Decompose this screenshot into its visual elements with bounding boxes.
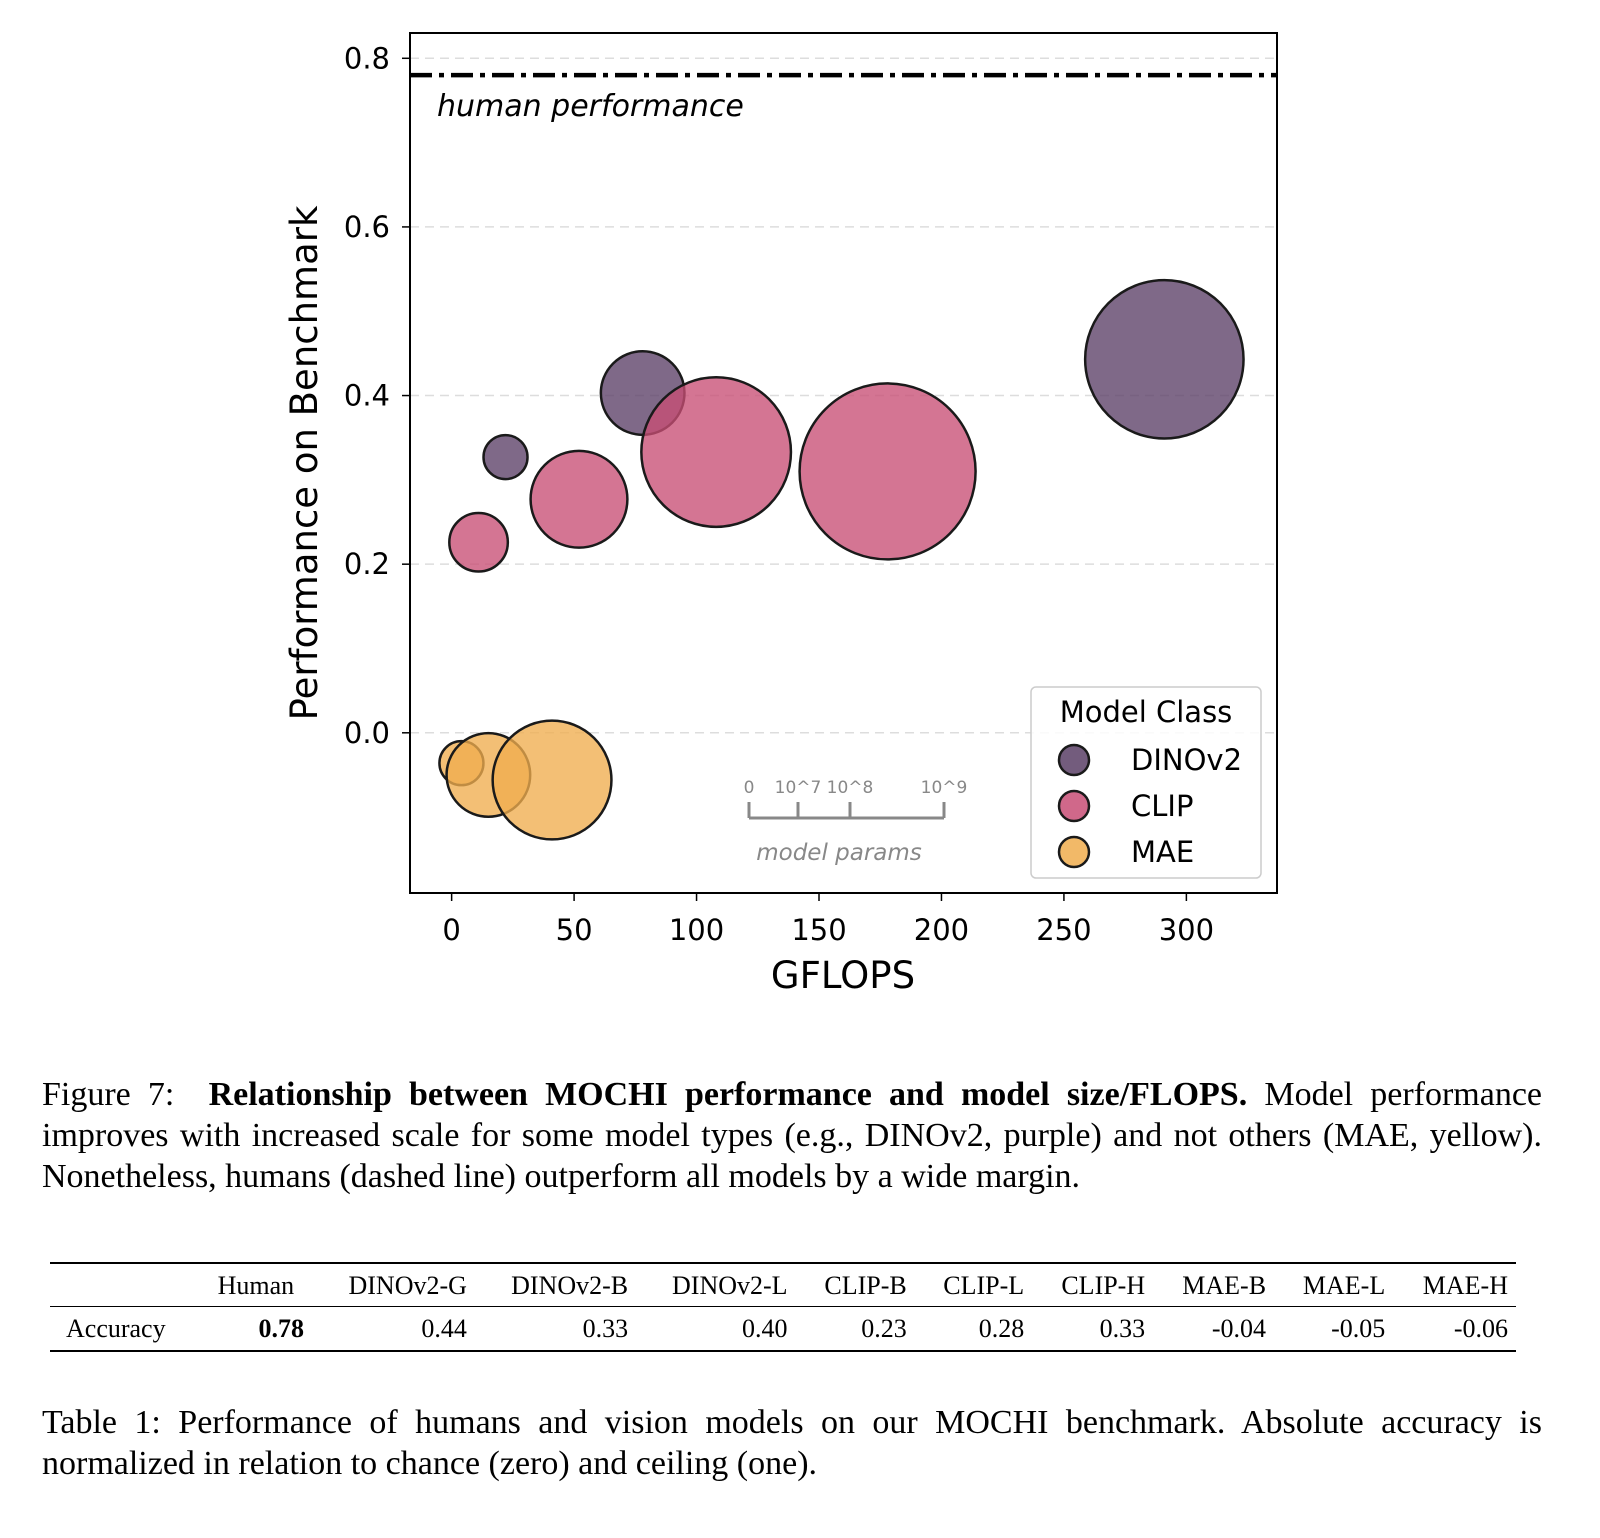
figure-caption-prefix: Figure 7: [42, 1076, 175, 1113]
x-axis-ticks: 0 50 100 150 200 250 300 [442, 893, 1214, 947]
bubble-dinov2 [482, 433, 529, 481]
bubble-clip [640, 375, 793, 529]
x-tick-label: 300 [1159, 913, 1214, 947]
bubble-clip [529, 449, 629, 549]
table-cell: 0.40 [742, 1314, 788, 1343]
x-tick-label: 150 [791, 913, 846, 947]
size-scale-tick-label: 10^9 [921, 778, 968, 798]
y-axis-label: Performance on Benchmark [283, 205, 326, 720]
size-scale-tick-label: 0 [744, 778, 755, 798]
size-scale-tick-label: 10^7 [775, 778, 822, 798]
y-tick-label: 0.0 [344, 716, 390, 750]
results-table: Human DINOv2-G DINOv2-B DINOv2-L CLIP-B CLIP-… [50, 1262, 1516, 1352]
table-column-header: MAE-H [1422, 1271, 1508, 1300]
legend-title: Model Class [1060, 695, 1233, 729]
legend-marker-dinov2 [1057, 743, 1091, 777]
table-column-header: CLIP-H [1061, 1271, 1146, 1300]
results-table-container: Human DINOv2-G DINOv2-B DINOv2-L CLIP-B CLIP-… [50, 1262, 1516, 1352]
x-tick-label: 100 [669, 913, 724, 947]
table-cell: 0.33 [1099, 1314, 1146, 1343]
plot-frame [409, 32, 1278, 894]
y-tick-label: 0.2 [344, 547, 390, 581]
table-column-header: DINOv2-G [348, 1271, 467, 1300]
x-tick-label: 50 [556, 913, 593, 947]
legend-label-dinov2: DINOv2 [1131, 743, 1242, 777]
bubble-clip [798, 382, 977, 561]
x-tick-label: 0 [442, 913, 460, 947]
y-tick-label: 0.6 [344, 210, 390, 244]
table-cell: -0.06 [1453, 1314, 1508, 1343]
legend-label-clip: CLIP [1131, 789, 1193, 823]
table-cell: 0.78 [258, 1314, 305, 1343]
legend-marker-mae [1057, 835, 1091, 869]
table-row-label: Accuracy [66, 1314, 166, 1343]
x-axis-label: GFLOPS [771, 954, 915, 997]
bubbles [438, 278, 1245, 841]
table-cell: -0.05 [1331, 1314, 1386, 1343]
table-cell: 0.23 [861, 1314, 907, 1343]
legend-label-mae: MAE [1131, 835, 1194, 869]
y-tick-label: 0.4 [344, 379, 390, 413]
human-performance-label: human performance [437, 89, 744, 124]
table-column-header: MAE-L [1302, 1271, 1386, 1300]
legend-box [1030, 686, 1262, 879]
bubble-chart: human performance 0 50 100 150 200 250 300 0.0… [283, 32, 1278, 997]
table-row: Accuracy 0.78 0.44 0.33 0.40 0.23 0.28 0.33 -0.… [50, 1307, 1516, 1351]
figure-caption: Figure 7: Relationship between MOCHI per… [42, 1074, 1542, 1197]
bubble-mae [491, 719, 613, 841]
y-tick-label: 0.8 [344, 41, 390, 75]
x-tick-label: 200 [914, 913, 969, 947]
table-corner-cell [50, 1263, 200, 1307]
bubble-clip [448, 511, 510, 573]
table-column-header: Human [217, 1271, 295, 1300]
table-column-header: MAE-B [1182, 1271, 1267, 1300]
size-scale-label: model params [756, 840, 922, 866]
table-column-header: DINOv2-B [511, 1271, 629, 1300]
x-tick-label: 250 [1036, 913, 1091, 947]
bubble-dinov2 [1083, 278, 1245, 440]
table-column-header: CLIP-L [943, 1271, 1025, 1300]
table-cell: 0.44 [421, 1314, 467, 1343]
human-performance-line-group: human performance [410, 72, 1277, 124]
size-scale-tick-label: 10^8 [827, 778, 874, 798]
table-cell: 0.28 [978, 1314, 1025, 1343]
legend: Model Class DINOv2 CLIP MAE [1030, 686, 1262, 879]
figure-caption-title: Relationship between MOCHI performance a… [208, 1076, 1248, 1113]
y-axis-ticks: 0.0 0.2 0.4 0.6 0.8 [344, 41, 410, 750]
table-column-header: CLIP-B [824, 1271, 907, 1300]
legend-marker-clip [1057, 789, 1091, 823]
table-header-row: Human DINOv2-G DINOv2-B DINOv2-L CLIP-B CLIP-… [50, 1263, 1516, 1307]
table-cell: -0.04 [1211, 1314, 1267, 1343]
figure-caption-body: Model performance improves with increase… [42, 1076, 1543, 1195]
table-column-header: DINOv2-L [672, 1271, 788, 1300]
table-caption: Table 1: Performance of humans and visio… [42, 1404, 1542, 1482]
size-scale: model params 0 10^7 10^8 10^9 [744, 778, 968, 866]
table-cell: 0.33 [582, 1314, 629, 1343]
